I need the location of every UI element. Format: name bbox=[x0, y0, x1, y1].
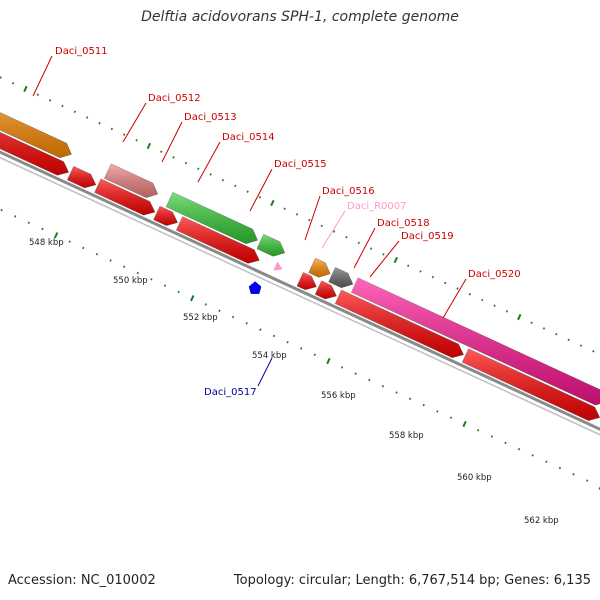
gene-daci-0518-shading bbox=[308, 258, 331, 278]
gene-label-daci-0515: Daci_0515 bbox=[274, 159, 327, 170]
callout-line-daci-0514 bbox=[197, 141, 221, 183]
scale-label: 560 kbp bbox=[457, 473, 492, 483]
gene-label-daci-r0007: Daci_R0007 bbox=[347, 201, 407, 212]
gene-label-daci-0518: Daci_0518 bbox=[377, 218, 430, 229]
gene-daci-0513-shading bbox=[104, 163, 158, 198]
cds-red-6-shading bbox=[297, 272, 317, 290]
cds-red-9-shading bbox=[462, 348, 600, 421]
cds-red-7-shading bbox=[315, 280, 337, 299]
map-title: Delftia acidovorans SPH-1, complete geno… bbox=[141, 9, 459, 25]
callout-line-daci-0519 bbox=[369, 240, 400, 278]
topology-text: Topology: circular; Length: 6,767,514 bp… bbox=[233, 573, 591, 588]
gene-daci-0517[interactable] bbox=[248, 281, 262, 294]
callout-line-daci-0512 bbox=[122, 102, 147, 143]
gene-daci-0519-shading bbox=[328, 267, 353, 288]
gene-daci-r0007[interactable] bbox=[273, 261, 283, 271]
gene-label-daci-0517: Daci_0517 bbox=[204, 387, 257, 398]
gene-label-daci-0520: Daci_0520 bbox=[468, 269, 521, 280]
cds-red-1-shading bbox=[0, 132, 69, 176]
gene-callouts: Daci_0511 Daci_0512 Daci_0513 Daci_0514 Daci… bbox=[32, 46, 521, 398]
genome-backbone bbox=[0, 150, 600, 436]
cds-red-2-shading bbox=[67, 166, 96, 188]
scale-label: 554 kbp bbox=[252, 351, 287, 361]
scale-label: 558 kbp bbox=[389, 431, 424, 441]
feature-track bbox=[0, 112, 600, 421]
scale-label: 550 kbp bbox=[113, 276, 148, 286]
accession-text: Accession: NC_010002 bbox=[8, 573, 156, 588]
gene-label-daci-0511: Daci_0511 bbox=[55, 46, 108, 57]
callout-line-daci-r0007 bbox=[321, 210, 346, 249]
callout-line-daci-0516 bbox=[304, 195, 321, 241]
gene-daci-0515-shading bbox=[166, 192, 258, 244]
gene-label-daci-0519: Daci_0519 bbox=[401, 231, 454, 242]
tick-marks bbox=[0, 76, 600, 490]
callout-line-daci-0520 bbox=[442, 278, 467, 319]
gene-daci-0516-shading bbox=[256, 234, 285, 257]
gene-daci-0514-shading bbox=[176, 216, 260, 264]
scale-label: 552 kbp bbox=[183, 313, 218, 323]
gene-label-daci-0512: Daci_0512 bbox=[148, 93, 201, 104]
gene-label-daci-0516: Daci_0516 bbox=[322, 186, 375, 197]
gene-label-daci-0513: Daci_0513 bbox=[184, 112, 237, 123]
scale-labels: 548 kbp 550 kbp 552 kbp 554 kbp 556 kbp 558 k… bbox=[29, 238, 559, 526]
callout-line-daci-0518 bbox=[353, 227, 376, 269]
callout-line-daci-0513 bbox=[161, 121, 183, 163]
scale-label: 562 kbp bbox=[524, 516, 559, 526]
scale-label: 548 kbp bbox=[29, 238, 64, 248]
gene-daci-0511-shading bbox=[0, 112, 72, 158]
callout-line-daci-0517 bbox=[257, 357, 273, 387]
cds-red-3-shading bbox=[94, 178, 155, 216]
cds-red-8-shading bbox=[335, 289, 464, 358]
gene-label-daci-0514: Daci_0514 bbox=[222, 132, 275, 143]
callout-line-daci-0511 bbox=[32, 55, 53, 97]
gene-daci-0520-shading bbox=[351, 277, 600, 406]
scale-label: 556 kbp bbox=[321, 391, 356, 401]
cds-red-4-shading bbox=[153, 206, 178, 226]
callout-line-daci-0515 bbox=[249, 168, 273, 212]
